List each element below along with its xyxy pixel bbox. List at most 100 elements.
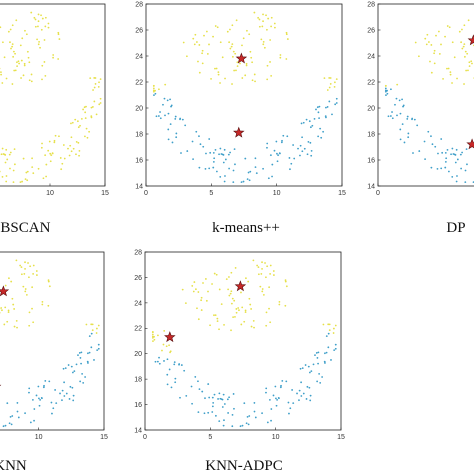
scatter-point	[247, 423, 250, 426]
scatter-point	[281, 379, 284, 382]
scatter-point	[52, 407, 55, 410]
scatter-point	[99, 78, 102, 81]
scatter-point	[270, 25, 273, 28]
scatter-point	[269, 61, 271, 63]
scatter-point	[45, 175, 48, 178]
scatter-point	[39, 398, 42, 401]
scatter-point	[224, 175, 226, 177]
y-tick-label: 16	[135, 157, 143, 164]
scatter-point	[307, 365, 310, 368]
scatter-point	[243, 320, 246, 323]
scatter-point	[257, 266, 260, 268]
scatter-point	[75, 140, 78, 143]
scatter-point	[1, 309, 3, 312]
scatter-point	[84, 117, 87, 120]
scatter-point	[251, 79, 254, 82]
scatter-point	[170, 386, 173, 389]
scatter-point	[196, 307, 198, 310]
scatter-point	[84, 111, 87, 114]
scatter-point	[275, 404, 278, 407]
scatter-point	[241, 306, 244, 309]
scatter-point	[246, 29, 248, 32]
scatter-point	[16, 402, 19, 404]
scatter-point	[425, 43, 428, 46]
scatter-point	[414, 41, 417, 44]
scatter-point	[269, 264, 272, 267]
scatter-point	[467, 69, 469, 72]
scatter-point	[213, 272, 216, 275]
scatter-point	[253, 11, 256, 14]
scatter-point	[4, 306, 7, 309]
scatter-point	[158, 88, 160, 91]
scatter-point	[34, 25, 37, 28]
scatter-point	[233, 69, 236, 72]
scatter-point	[9, 28, 12, 31]
scatter-point	[218, 153, 220, 156]
scatter-point	[451, 82, 453, 84]
scatter-point	[310, 370, 313, 373]
scatter-point	[331, 113, 333, 116]
scatter-point	[68, 154, 71, 157]
scatter-point	[326, 106, 329, 108]
y-tick-label: 20	[135, 105, 143, 112]
scatter-point	[35, 270, 38, 272]
scatter-point	[384, 87, 387, 90]
scatter-point	[235, 308, 238, 310]
scatter-point	[384, 90, 387, 93]
scatter-point	[52, 54, 55, 56]
scatter-point	[44, 25, 47, 28]
scatter-point	[155, 115, 158, 118]
scatter-point	[223, 148, 226, 151]
x-tick-label: 5	[209, 190, 213, 197]
scatter-point	[451, 147, 454, 150]
scatter-point	[69, 144, 72, 147]
scatter-point	[186, 150, 189, 152]
scatter-point	[59, 157, 62, 159]
scatter-point	[262, 20, 264, 23]
x-tick-label: 15	[338, 190, 346, 197]
scatter-point	[162, 343, 165, 346]
scatter-point	[223, 323, 225, 326]
scatter-point	[201, 390, 204, 393]
scatter-point	[244, 311, 247, 313]
scatter-point	[319, 127, 322, 130]
scatter-point	[416, 124, 419, 127]
scatter-point	[226, 398, 229, 401]
scatter-point	[166, 383, 169, 386]
scatter-point	[79, 124, 81, 127]
scatter-point	[99, 102, 102, 104]
scatter-point	[328, 329, 331, 332]
scatter-point	[461, 151, 463, 154]
scatter-point	[435, 34, 437, 37]
scatter-point	[24, 288, 27, 290]
scatter-point	[292, 402, 295, 405]
scatter-point	[6, 402, 9, 405]
scatter-point	[26, 50, 29, 53]
scatter-point	[278, 303, 281, 306]
scatter-point	[262, 13, 264, 16]
scatter-point	[332, 327, 335, 330]
scatter-point	[38, 40, 40, 43]
scatter-point	[7, 30, 10, 33]
scatter-point	[58, 38, 61, 40]
scatter-point	[254, 157, 257, 160]
scatter-point	[269, 321, 272, 324]
scatter-point	[28, 79, 31, 82]
scatter-point	[154, 92, 157, 95]
scatter-point	[433, 52, 436, 55]
scatter-point	[42, 386, 45, 389]
scatter-point	[334, 347, 337, 350]
scatter-point	[228, 294, 231, 297]
scatter-point	[269, 273, 272, 275]
scatter-point	[218, 328, 220, 331]
scatter-point	[16, 410, 19, 413]
y-tick-label: 24	[134, 300, 142, 307]
scatter-point	[310, 154, 313, 157]
scatter-point	[433, 62, 436, 65]
scatter-point	[227, 153, 230, 156]
scatter-point	[334, 103, 337, 106]
scatter-point	[93, 100, 96, 103]
scatter-point	[424, 37, 427, 40]
scatter-point	[208, 43, 210, 46]
